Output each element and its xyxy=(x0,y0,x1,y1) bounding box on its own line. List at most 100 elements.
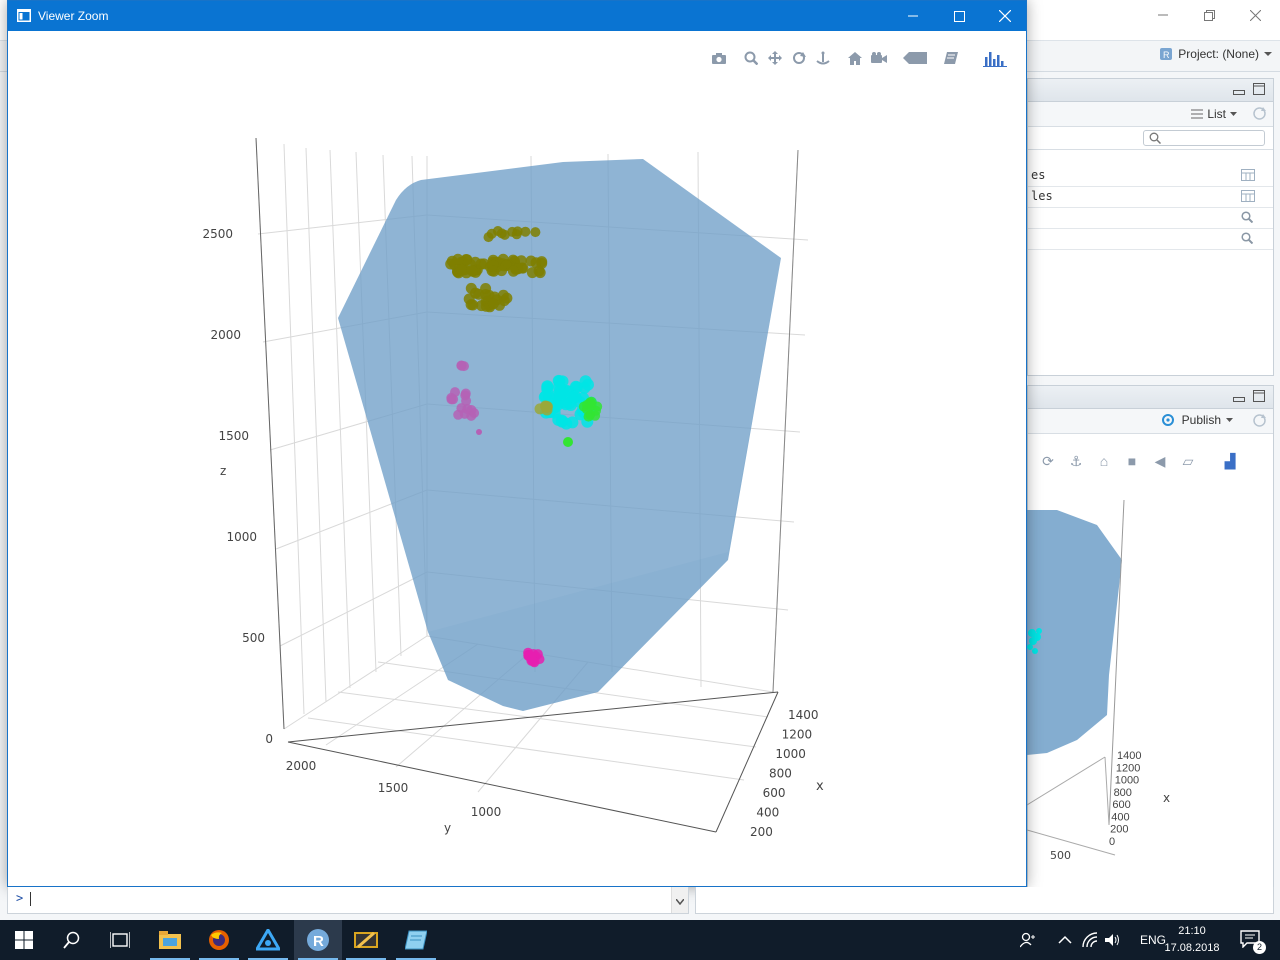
project-menu[interactable]: R Project: (None) xyxy=(1159,47,1272,61)
env-row[interactable] xyxy=(1028,207,1273,229)
console-prompt: > xyxy=(16,891,24,905)
mini-mesh xyxy=(1027,510,1122,755)
hover-closest-icon[interactable]: ◀ xyxy=(1154,452,1166,469)
clock-date: 17.08.2018 xyxy=(1164,942,1220,954)
environment-search-input[interactable] xyxy=(1143,130,1265,146)
scatter-point xyxy=(480,283,492,294)
maximize-pane-icon[interactable] xyxy=(1253,390,1265,402)
scatter-point xyxy=(530,227,541,238)
mini-y-tick: 500 xyxy=(1050,849,1071,862)
people-icon[interactable] xyxy=(1020,932,1036,948)
minimize-button[interactable] xyxy=(890,1,936,31)
scroll-down-icon[interactable] xyxy=(676,899,684,905)
console-pane[interactable]: > xyxy=(7,887,689,914)
turntable-icon-glyph xyxy=(816,51,830,64)
plotly-modebar xyxy=(707,45,1007,71)
start-button[interactable] xyxy=(0,920,48,960)
search-icon[interactable] xyxy=(1241,232,1253,244)
task-view-button[interactable] xyxy=(96,920,144,960)
rstudio-button[interactable]: R xyxy=(294,920,342,960)
close-button[interactable] xyxy=(982,1,1028,31)
chevron-down-icon xyxy=(1264,52,1272,56)
orbit-rotation-icon[interactable]: ⟳ xyxy=(1042,452,1054,469)
scatter-point xyxy=(460,254,472,265)
taskbar-search-button[interactable] xyxy=(48,920,96,960)
x-axis-ticks: 200 400 600 800 1000 1200 1400 xyxy=(750,708,819,839)
console-scrollbar[interactable] xyxy=(671,887,688,913)
y-axis-ticks: 1000 1500 2000 xyxy=(286,759,502,819)
scatter-point xyxy=(501,292,513,304)
toggle-spike-icon[interactable]: ▱ xyxy=(1182,452,1194,469)
toggle-spike-icon[interactable] xyxy=(939,45,963,71)
video-camera-icon-glyph xyxy=(871,52,887,63)
view-mode-label: List xyxy=(1207,107,1226,121)
maximize-pane-icon[interactable] xyxy=(1253,83,1265,95)
env-row[interactable] xyxy=(1028,228,1273,250)
x-axis-back-line xyxy=(287,691,779,743)
search-icon xyxy=(1149,132,1161,144)
scatter-point xyxy=(543,391,556,404)
camera-last-save-icon[interactable] xyxy=(867,45,891,71)
home-icon[interactable] xyxy=(843,45,867,71)
minimize-pane-icon[interactable] xyxy=(1233,392,1245,402)
viewer-toolbar: Publish xyxy=(1028,409,1273,434)
list-icon xyxy=(1191,109,1204,119)
table-icon[interactable] xyxy=(1241,190,1255,202)
close-button[interactable] xyxy=(1232,0,1278,30)
publish-button[interactable]: Publish xyxy=(1161,413,1233,427)
camera-last-save-icon[interactable]: ■ xyxy=(1127,453,1137,469)
scatter-point xyxy=(566,416,579,429)
viewer-zoom-titlebar[interactable]: Viewer Zoom xyxy=(8,1,1026,31)
rstudio-icon: R xyxy=(307,929,329,951)
restore-button[interactable] xyxy=(1186,0,1232,30)
zoom-icon-glyph xyxy=(744,51,758,65)
scatter-point xyxy=(581,404,592,415)
volume-icon[interactable] xyxy=(1104,932,1120,948)
home-icon[interactable]: ⌂ xyxy=(1099,453,1109,469)
hover-closest-icon[interactable] xyxy=(903,45,927,71)
search-icon[interactable] xyxy=(1241,211,1253,223)
z-axis-ticks: 0 500 1000 1500 2000 2500 xyxy=(202,227,273,746)
notepad-button[interactable] xyxy=(392,920,440,960)
refresh-icon[interactable] xyxy=(1252,106,1267,121)
env-row[interactable]: es xyxy=(1028,165,1273,187)
env-row[interactable]: les xyxy=(1028,186,1273,208)
firefox-button[interactable] xyxy=(195,920,243,960)
y-tick-label: 1000 xyxy=(471,805,502,819)
orbit-rotation-icon[interactable] xyxy=(787,45,811,71)
network-icon[interactable] xyxy=(1082,932,1098,948)
table-icon[interactable] xyxy=(1241,169,1255,181)
turntable-rotation-icon[interactable]: ⚓ xyxy=(1069,452,1083,469)
refresh-icon[interactable] xyxy=(1252,413,1267,428)
scatter-point xyxy=(456,264,468,276)
running-indicator xyxy=(346,958,386,960)
scatter-point xyxy=(452,253,464,265)
zoom-icon[interactable] xyxy=(739,45,763,71)
pencil-app-icon xyxy=(354,931,378,949)
plot-3d[interactable]: 0 500 1000 1500 2000 2500 z 1000 1500 2000 y 20… xyxy=(8,32,1026,886)
plotly-logo-icon[interactable]: ▟ xyxy=(1224,452,1236,469)
minimize-icon xyxy=(1158,14,1168,16)
file-explorer-icon xyxy=(159,931,181,949)
pencil-app-button[interactable] xyxy=(342,920,390,960)
camera-icon[interactable] xyxy=(707,45,731,71)
pan-icon[interactable] xyxy=(763,45,787,71)
file-explorer-button[interactable] xyxy=(146,920,194,960)
scatter-point xyxy=(462,404,473,414)
turntable-rotation-icon[interactable] xyxy=(811,45,835,71)
plotly-logo-icon[interactable] xyxy=(983,45,1007,71)
action-center-button[interactable]: 2 xyxy=(1240,930,1266,954)
z-tick-label: 1000 xyxy=(226,530,257,544)
maximize-button[interactable] xyxy=(936,1,982,31)
camera-icon-glyph xyxy=(712,52,726,64)
show-hidden-icons-icon[interactable] xyxy=(1058,935,1072,944)
language-indicator[interactable]: ENG xyxy=(1139,933,1166,947)
view-mode-menu[interactable]: List xyxy=(1191,107,1237,121)
z-tick-label: 0 xyxy=(265,732,273,746)
clock[interactable]: 21:10 17.08.2018 xyxy=(1162,923,1222,957)
minimize-pane-icon[interactable] xyxy=(1233,85,1245,95)
app-button[interactable] xyxy=(244,920,292,960)
minimize-button[interactable] xyxy=(1140,0,1186,30)
